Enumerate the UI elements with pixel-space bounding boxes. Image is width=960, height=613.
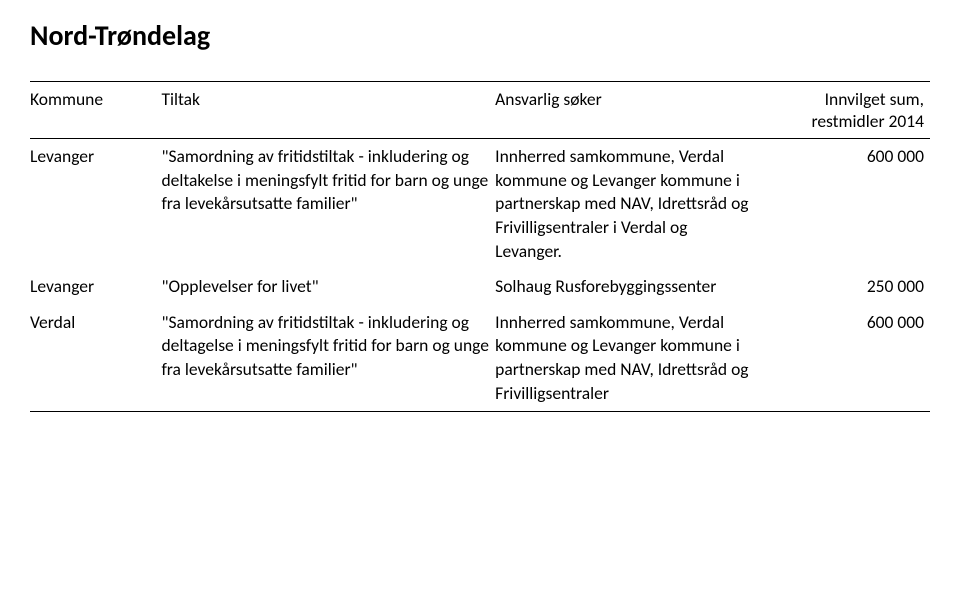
col-soker: Ansvarlig søker [495,82,758,139]
table-row: Levanger "Samordning av fritidstiltak - … [30,139,930,270]
col-sum-line1: Innvilget sum, [825,88,924,110]
page-title: Nord-Trøndelag [30,18,930,53]
cell-kommune: Verdal [30,305,161,412]
cell-tiltak: "Samordning av fritidstiltak - inkluderi… [161,139,495,270]
cell-tiltak: "Samordning av fritidstiltak - inkluderi… [161,305,495,412]
cell-soker: Solhaug Rusforebyggingssenter [495,269,758,305]
cell-sum: 250 000 [758,269,930,305]
cell-tiltak: "Opplevelser for livet" [161,269,495,305]
table-row: Levanger "Opplevelser for livet" Solhaug… [30,269,930,305]
col-sum-line2: restmidler 2014 [811,110,924,132]
cell-soker: Innherred samkommune, Verdal kommune og … [495,139,758,270]
col-sum: Innvilget sum, restmidler 2014 [758,82,930,139]
cell-kommune: Levanger [30,269,161,305]
cell-soker: Innherred samkommune, Verdal kommune og … [495,305,758,412]
cell-sum: 600 000 [758,139,930,270]
col-tiltak: Tiltak [161,82,495,139]
col-kommune: Kommune [30,82,161,139]
cell-kommune: Levanger [30,139,161,270]
table-row: Verdal "Samordning av fritidstiltak - in… [30,305,930,412]
table-header-row: Kommune Tiltak Ansvarlig søker Innvilget… [30,82,930,139]
cell-sum: 600 000 [758,305,930,412]
grants-table: Kommune Tiltak Ansvarlig søker Innvilget… [30,81,930,412]
